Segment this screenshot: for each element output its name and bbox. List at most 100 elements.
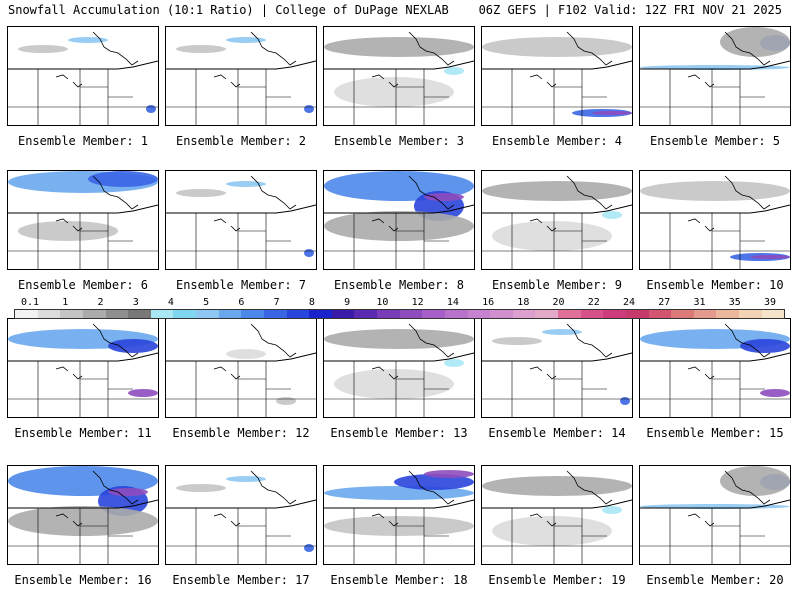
international-border xyxy=(482,352,632,362)
ensemble-member-label: Ensemble Member: 20 xyxy=(646,573,784,587)
international-border xyxy=(324,352,474,362)
snowfall-map xyxy=(8,466,158,564)
colorbar-swatch xyxy=(422,310,445,318)
colorbar-swatch xyxy=(399,310,423,318)
colorbar-tick-label: 14 xyxy=(446,297,459,308)
snowfall-map xyxy=(640,175,790,269)
snowfall-contour xyxy=(760,389,790,397)
ensemble-member-label: Ensemble Member: 18 xyxy=(330,573,468,587)
snowfall-contour xyxy=(8,506,158,536)
ensemble-member-label: Ensemble Member: 4 xyxy=(491,134,623,148)
international-border xyxy=(324,60,474,70)
snowfall-map xyxy=(482,31,632,125)
state-borders xyxy=(324,361,474,417)
ensemble-panel xyxy=(323,26,475,126)
colorbar-swatch xyxy=(603,310,626,318)
colorbar-swatch xyxy=(37,310,61,318)
snowfall-map xyxy=(324,470,474,564)
state-borders xyxy=(482,361,632,417)
colorbar-swatch xyxy=(309,310,332,318)
international-border xyxy=(166,204,316,214)
lake-outline xyxy=(529,513,557,527)
colorbar-tick-label: 3 xyxy=(132,297,139,308)
colorbar-swatch xyxy=(173,310,196,318)
state-borders xyxy=(640,508,790,564)
ensemble-panel xyxy=(481,26,633,126)
ensemble-panel xyxy=(165,170,317,270)
snowfall-contour xyxy=(226,349,266,359)
coastline xyxy=(724,323,771,358)
colorbar-swatch xyxy=(467,310,491,318)
state-borders xyxy=(640,361,790,417)
lake-outline xyxy=(55,218,83,232)
snowfall-contour xyxy=(88,171,158,187)
colorbar-swatch xyxy=(150,310,174,318)
international-border xyxy=(640,499,790,509)
international-border xyxy=(166,499,316,509)
lake-outline xyxy=(213,366,241,380)
state-borders xyxy=(324,508,474,564)
state-borders xyxy=(482,213,632,269)
snowfall-contour xyxy=(226,476,266,482)
colorbar-swatch xyxy=(263,310,287,318)
colorbar-swatch xyxy=(761,310,785,318)
snowfall-contour xyxy=(424,193,464,201)
snowfall-contour xyxy=(592,111,632,115)
ensemble-panel xyxy=(7,26,159,126)
snowfall-contour xyxy=(226,37,266,43)
colorbar-swatch xyxy=(241,310,264,318)
international-border xyxy=(640,204,790,214)
ensemble-panel xyxy=(481,318,633,418)
snowfall-contour xyxy=(492,221,612,251)
colorbar-swatch xyxy=(558,310,581,318)
snowfall-map xyxy=(482,470,632,564)
colorbar-swatch xyxy=(105,310,129,318)
snowfall-map xyxy=(482,175,632,269)
ensemble-panel xyxy=(7,465,159,565)
snowfall-map xyxy=(640,27,790,125)
colorbar-tick-label: 12 xyxy=(411,297,424,308)
coastline xyxy=(250,31,297,66)
coastline xyxy=(566,323,613,358)
snowfall-contour xyxy=(620,397,630,405)
lake-outline xyxy=(529,366,557,380)
ensemble-panel xyxy=(639,170,791,270)
ensemble-member-label: Ensemble Member: 1 xyxy=(17,134,149,148)
international-border xyxy=(324,499,474,509)
snowfall-contour xyxy=(482,181,632,201)
lake-outline xyxy=(529,74,557,88)
international-border xyxy=(8,60,158,70)
state-borders xyxy=(482,508,632,564)
coastline xyxy=(92,323,139,358)
snowfall-contour xyxy=(146,105,156,113)
state-borders xyxy=(324,213,474,269)
colorbar-swatch xyxy=(60,310,83,318)
colorbar-tick-label: 8 xyxy=(308,297,315,308)
snowfall-contour xyxy=(176,189,226,197)
ensemble-member-label: Ensemble Member: 3 xyxy=(333,134,465,148)
ensemble-panel xyxy=(7,170,159,270)
snowfall-contour xyxy=(424,470,474,478)
snowfall-map xyxy=(166,470,316,564)
snowfall-contour xyxy=(108,339,158,353)
snowfall-map xyxy=(166,175,316,269)
colorbar-swatch xyxy=(377,310,400,318)
snowfall-map xyxy=(166,31,316,125)
colorbar-swatch xyxy=(739,310,762,318)
coastline xyxy=(408,470,455,505)
coastline xyxy=(250,323,297,358)
coastline xyxy=(724,470,771,505)
colorbar-tick-label: 20 xyxy=(552,297,565,308)
coastline xyxy=(724,175,771,210)
snowfall-contour xyxy=(68,37,108,43)
colorbar-tick-label: 35 xyxy=(728,297,741,308)
colorbar-tick-label: 1 xyxy=(62,297,69,308)
snowfall-map xyxy=(8,31,158,125)
snowfall-contour xyxy=(720,27,790,57)
international-border xyxy=(166,352,316,362)
ensemble-panel xyxy=(639,318,791,418)
ensemble-member-label: Ensemble Member: 2 xyxy=(175,134,307,148)
colorbar-swatch xyxy=(625,310,649,318)
snowfall-map xyxy=(482,323,632,417)
international-border xyxy=(640,352,790,362)
